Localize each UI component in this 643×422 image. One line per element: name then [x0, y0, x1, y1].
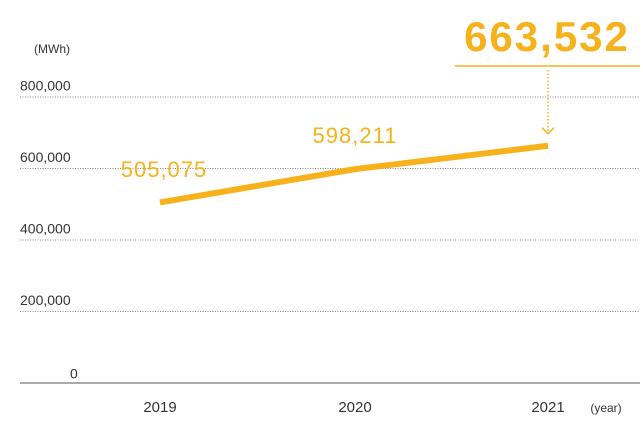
x-tick-label: 2020 — [338, 399, 371, 416]
x-tick-label: 2019 — [143, 399, 176, 416]
y-tick-label: 200,000 — [20, 292, 71, 308]
y-tick-label: 0 — [70, 366, 78, 382]
value-label: 598,211 — [313, 123, 398, 148]
y-tick-label: 400,000 — [20, 221, 71, 237]
x-unit: (year) — [590, 401, 621, 415]
highlight-arrowhead — [541, 127, 555, 135]
y-unit: (MWh) — [34, 42, 70, 56]
highlight-value-label: 663,532 — [464, 13, 630, 60]
x-tick-label: 2021 — [531, 399, 564, 416]
y-tick-label: 800,000 — [20, 78, 71, 94]
value-label: 505,075 — [121, 157, 208, 182]
line — [159, 142, 549, 206]
y-tick-label: 600,000 — [20, 149, 71, 165]
